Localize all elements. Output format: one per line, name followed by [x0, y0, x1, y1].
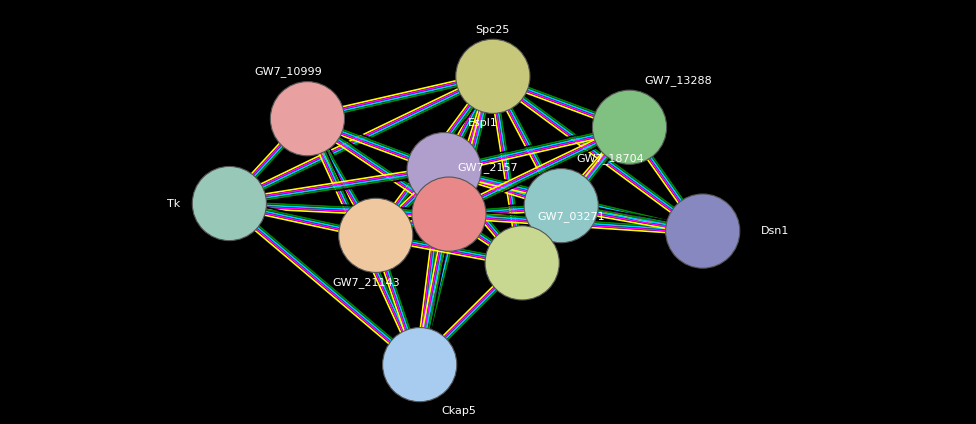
Text: GW7_03271: GW7_03271 [537, 211, 605, 222]
Ellipse shape [407, 133, 481, 206]
Ellipse shape [192, 167, 266, 240]
Ellipse shape [592, 90, 667, 164]
Text: GW7_18704: GW7_18704 [576, 153, 644, 165]
Text: GW7_13288: GW7_13288 [644, 75, 712, 86]
Text: Ckap5: Ckap5 [441, 406, 476, 416]
Ellipse shape [456, 39, 530, 113]
Text: GW7_10999: GW7_10999 [254, 67, 322, 78]
Text: GW7_2157: GW7_2157 [458, 162, 518, 173]
Ellipse shape [412, 177, 486, 251]
Text: Tk: Tk [167, 198, 181, 209]
Ellipse shape [383, 328, 457, 402]
Ellipse shape [485, 226, 559, 300]
Ellipse shape [666, 194, 740, 268]
Text: Espl1: Espl1 [468, 118, 498, 128]
Ellipse shape [339, 198, 413, 272]
Ellipse shape [270, 82, 345, 156]
Text: Spc25: Spc25 [475, 25, 510, 35]
Ellipse shape [524, 169, 598, 243]
Text: GW7_21143: GW7_21143 [332, 276, 400, 287]
Text: Dsn1: Dsn1 [761, 226, 790, 236]
